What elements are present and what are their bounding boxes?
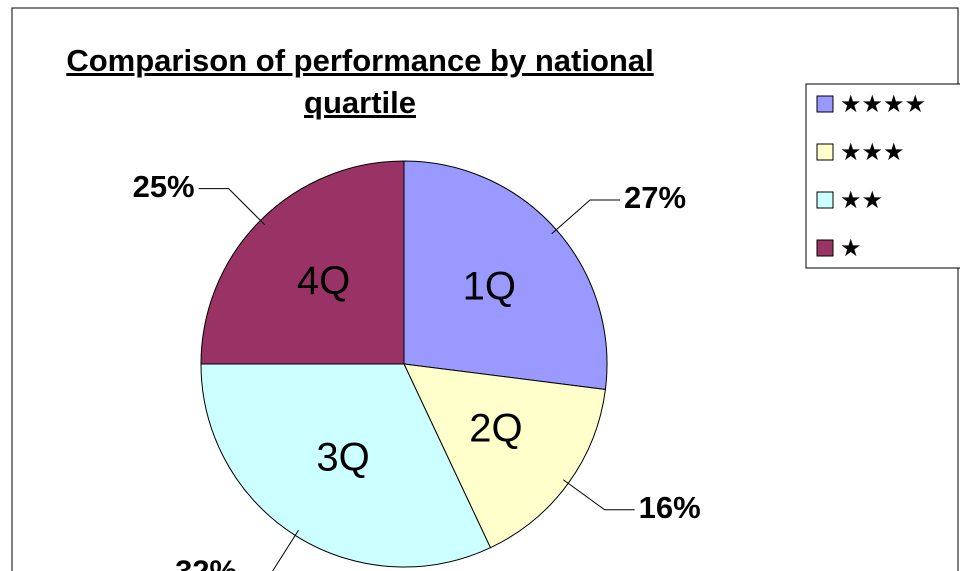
legend-label: ★★: [840, 186, 883, 214]
leader-line: [272, 529, 299, 571]
legend-swatch: [816, 191, 834, 209]
legend-swatch: [816, 239, 834, 257]
legend-swatch: [816, 95, 834, 113]
slice-label: 1Q: [463, 264, 516, 308]
legend-swatch: [816, 143, 834, 161]
leader-line: [198, 188, 266, 226]
leader-line: [563, 479, 635, 511]
legend-label: ★★★★: [840, 90, 926, 118]
value-label: 25%: [133, 169, 195, 204]
legend-label: ★★★: [840, 138, 905, 166]
slice-label: 2Q: [469, 406, 522, 450]
slice-label: 4Q: [297, 259, 350, 303]
leader-line: [551, 199, 621, 235]
legend-label: ★: [840, 234, 862, 262]
chart-title: Comparison of performance by national qu…: [66, 43, 654, 120]
value-label: 27%: [624, 180, 686, 215]
slice-label: 3Q: [316, 436, 369, 480]
legend-box: [805, 83, 960, 269]
value-label: 16%: [639, 490, 701, 525]
value-label: 32%: [175, 554, 237, 571]
